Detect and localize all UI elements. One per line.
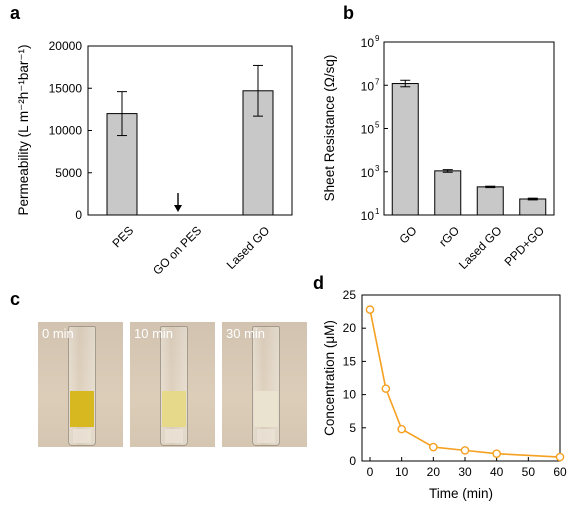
- x-tick-label: 50: [522, 465, 536, 479]
- photo-time-label: 30 min: [226, 326, 266, 341]
- panel-a-y-axis-label: Permeability (L m⁻²h⁻¹bar⁻¹): [16, 45, 31, 216]
- y-tick-exponent: 3: [375, 164, 380, 173]
- x-tick-label: Lased GO: [224, 223, 273, 272]
- y-tick-label: 10: [361, 123, 375, 137]
- y-tick-label: 5: [349, 421, 356, 435]
- vial-photo-10min: 10 min: [130, 322, 215, 447]
- panel-b-y-axis-label: Sheet Resistance (Ω/sq): [322, 55, 337, 202]
- panel-d-y-axis-label: Concentration (μM): [322, 320, 337, 436]
- y-tick-label: 10: [361, 166, 375, 180]
- photo-time-label: 0 min: [42, 326, 74, 341]
- panel-b-label: b: [343, 3, 354, 23]
- x-tick-label: Lased GO: [456, 223, 505, 272]
- y-tick-label: 10: [361, 36, 375, 50]
- vial-liquid: [254, 391, 278, 427]
- y-tick-label: 15000: [49, 81, 83, 95]
- errorbar-1: [442, 169, 453, 173]
- y-tick-exponent: 5: [375, 121, 380, 130]
- y-tick-label: 10: [343, 388, 357, 402]
- bar-0: [391, 83, 419, 216]
- x-tick-label: 20: [427, 465, 441, 479]
- y-tick-exponent: 7: [375, 77, 380, 86]
- x-tick-label: 0: [367, 465, 374, 479]
- y-tick-label: 0: [349, 454, 356, 468]
- series-line: [369, 309, 561, 458]
- y-tick-label: 20000: [49, 39, 83, 53]
- data-point: [555, 452, 565, 462]
- y-tick-label: 10: [361, 79, 375, 93]
- data-point: [429, 442, 438, 452]
- errorbar-2: [485, 185, 496, 189]
- photo-time-label: 10 min: [134, 326, 174, 341]
- vial-photo-30min: 30 min: [222, 322, 307, 447]
- vial-photo-0min: 0 min: [38, 322, 123, 447]
- x-tick-label: 10: [395, 465, 409, 479]
- panel-d-chart: 0 5 10 15 20 25 0 10 20 30 40 50 60 Time (min) Conc…: [322, 288, 567, 501]
- errorbar-2: [253, 64, 263, 117]
- x-tick-label: 40: [490, 465, 504, 479]
- vial-liquid: [162, 391, 186, 427]
- x-tick-label: rGO: [436, 223, 462, 249]
- x-tick-label: 30: [458, 465, 472, 479]
- data-point: [381, 384, 391, 393]
- panel-d-x-axis-label: Time (min): [429, 486, 493, 501]
- y-tick-label: 20: [343, 321, 357, 335]
- y-tick-label: 25: [343, 288, 357, 302]
- panel-d-plot-frame: [361, 294, 561, 462]
- panel-d-label: d: [313, 273, 324, 293]
- y-tick-label: 5000: [55, 166, 82, 180]
- errorbar-0: [400, 79, 411, 88]
- y-tick-exponent: 1: [375, 207, 380, 216]
- errorbar-3: [527, 197, 538, 201]
- panel-c-label: c: [10, 289, 20, 309]
- vial-tube: [252, 326, 280, 446]
- data-point: [365, 305, 375, 314]
- x-tick-label: 60: [553, 465, 567, 479]
- data-point: [397, 424, 406, 434]
- vial-tube: [160, 326, 188, 446]
- y-tick-label: 0: [75, 208, 82, 222]
- y-tick-exponent: 9: [375, 34, 380, 43]
- bar-2: [476, 186, 504, 216]
- panel-a-label: a: [10, 3, 21, 23]
- vial-tube: [68, 326, 96, 446]
- y-tick-label: 10000: [49, 124, 83, 138]
- panel-a-arrow: [174, 193, 182, 212]
- x-tick-label: GO on PES: [150, 223, 204, 277]
- data-point: [492, 449, 501, 458]
- bar-1: [434, 170, 462, 216]
- bar-3: [519, 198, 547, 216]
- x-tick-label: PES: [109, 223, 136, 250]
- data-point: [460, 446, 470, 455]
- vial-liquid: [70, 391, 94, 427]
- y-tick-label: 15: [343, 354, 357, 368]
- panel-a-chart: 0 5000 10000 15000 20000 PES GO on PES Lased G…: [16, 39, 293, 278]
- y-tick-label: 10: [361, 209, 375, 223]
- errorbar-0: [117, 91, 127, 137]
- x-tick-label: GO: [396, 223, 419, 246]
- x-tick-label: PPD+GO: [502, 223, 548, 269]
